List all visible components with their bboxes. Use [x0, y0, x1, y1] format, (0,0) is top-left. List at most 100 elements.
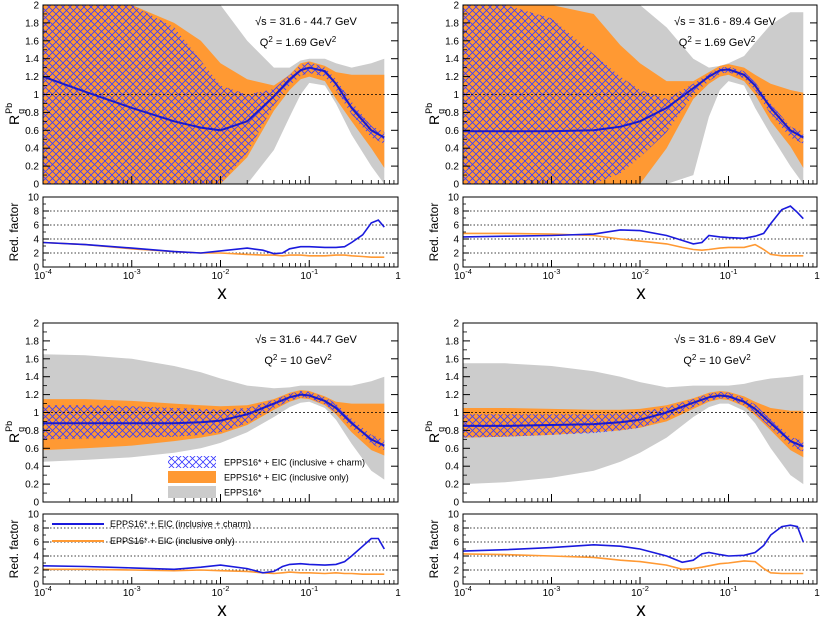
y-axis-title-superscript: Pb: [424, 421, 434, 432]
legend-label-charm: EPPS16* + EIC (inclusive + charm): [110, 519, 251, 529]
central-curve: [43, 393, 385, 447]
x-axis-title: x: [217, 600, 227, 621]
label-sqrt-s: √s = 31.6 - 89.4 GeV: [674, 334, 776, 346]
x-tick-label: 10-1: [720, 584, 738, 599]
q2-unit-exponent: 2: [751, 35, 756, 44]
x-tick-exponent: -1: [311, 267, 318, 276]
x-tick-exponent: -3: [554, 584, 561, 593]
hatched-band: [43, 5, 385, 184]
ratio-y-tick-label: 10: [28, 510, 40, 521]
ratio-y-tick-label: 8: [33, 524, 39, 535]
y-axis-title: RgPb: [4, 421, 26, 443]
y-tick-label: 0.2: [445, 480, 459, 491]
ratio-y-tick-label: 0: [33, 580, 39, 591]
plot-area: [463, 5, 817, 184]
ratio-y-axis-title: Red. factor: [7, 520, 21, 579]
x-tick-label: 1: [814, 271, 820, 282]
q2-value: = 10 GeV: [696, 355, 747, 367]
ratio-y-axis-title: Red. factor: [427, 203, 441, 262]
y-tick-label: 1.8: [25, 18, 39, 29]
q2-exponent: 2: [692, 353, 697, 362]
ratio-y-tick-label: 0: [33, 263, 39, 274]
y-tick-label: 0.6: [25, 126, 39, 137]
x-tick-exponent: -1: [731, 267, 738, 276]
y-tick-label: 0.8: [25, 108, 39, 119]
q2-unit-exponent: 2: [327, 353, 332, 362]
reduction-inclusive-line: [43, 568, 385, 576]
y-tick-label: 0.4: [25, 462, 39, 473]
y-tick-label: 1: [33, 90, 39, 101]
x-tick-exponent: -4: [45, 267, 52, 276]
label-sqrt-s: √s = 31.6 - 44.7 GeV: [255, 16, 357, 28]
y-tick-label: 1.2: [25, 390, 39, 401]
legend-label-hatched: EPPS16* + EIC (inclusive + charm): [224, 458, 365, 468]
hatched-band: [463, 391, 804, 452]
y-tick-label: 1.6: [25, 354, 39, 365]
y-tick-label: 0.2: [25, 162, 39, 173]
ratio-y-tick-label: 4: [33, 552, 39, 563]
y-tick-label: 0.8: [25, 426, 39, 437]
y-tick-label: 0.6: [25, 444, 39, 455]
ratio-y-tick-label: 2: [33, 249, 39, 260]
x-tick-exponent: -2: [223, 584, 230, 593]
legend-upper: EPPS16* + EIC (inclusive + charm) EPPS16…: [168, 456, 365, 498]
ratio-y-tick-label: 10: [448, 510, 460, 521]
legend-swatch-grey: [168, 486, 216, 498]
legend-swatch-orange: [168, 471, 216, 483]
q2-exponent: 2: [268, 35, 273, 44]
y-axis-title-superscript: Pb: [4, 421, 14, 432]
y-tick-label: 0.4: [25, 144, 39, 155]
central-curve: [43, 66, 385, 139]
y-tick-label: 0: [33, 180, 39, 191]
ratio-y-tick-label: 6: [453, 221, 459, 232]
y-tick-label: 1.6: [25, 36, 39, 47]
legend-label-inclusive: EPPS16* + EIC (inclusive only): [110, 536, 235, 546]
label-q2: Q2 = 1.69 GeV2: [260, 35, 337, 49]
y-tick-label: 0.8: [445, 426, 459, 437]
ratio-y-tick-label: 2: [33, 566, 39, 577]
reduction-inclusive-line: [462, 553, 804, 575]
y-axis-title-subscript: g: [16, 427, 26, 432]
y-tick-label: 1.2: [445, 72, 459, 83]
y-tick-label: 2: [453, 319, 459, 330]
x-tick-exponent: -3: [134, 584, 141, 593]
central-curve: [463, 394, 804, 448]
y-axis-title: RgPb: [4, 103, 26, 125]
q2-value: = 1.69 GeV: [273, 37, 333, 49]
x-tick-exponent: -1: [311, 584, 318, 593]
y-tick-label: 1.6: [445, 354, 459, 365]
y-tick-label: 0.2: [445, 162, 459, 173]
ratio-y-tick-label: 10: [28, 193, 40, 204]
y-tick-label: 1.4: [445, 54, 459, 65]
x-tick-label: 1: [395, 588, 401, 599]
ratio-y-tick-label: 4: [33, 235, 39, 246]
ratio-y-axis-title: Red. factor: [427, 520, 441, 579]
ratio-y-axis-title: Red. factor: [7, 203, 21, 262]
y-tick-label: 1.2: [445, 390, 459, 401]
x-tick-exponent: -3: [134, 267, 141, 276]
reduction-charm-line: [42, 537, 385, 574]
y-axis-title-superscript: Pb: [4, 103, 14, 114]
y-tick-label: 2: [33, 1, 39, 12]
x-tick-exponent: -2: [223, 267, 230, 276]
ratio-y-tick-label: 2: [453, 249, 459, 260]
x-axis-title: x: [217, 283, 227, 304]
y-tick-label: 1.8: [445, 336, 459, 347]
y-axis-title-subscript: g: [436, 109, 446, 114]
central-curve: [463, 68, 804, 139]
plot-area: [463, 363, 817, 485]
y-tick-label: 1: [33, 408, 39, 419]
x-tick-exponent: -4: [465, 584, 472, 593]
y-tick-label: 1.4: [25, 54, 39, 65]
x-tick-label: 10-3: [123, 267, 141, 282]
y-tick-label: 1.2: [25, 72, 39, 83]
ratio-y-tick-label: 6: [33, 538, 39, 549]
q2-symbol: Q: [260, 37, 269, 49]
q2-exponent: 2: [273, 353, 278, 362]
reduction-charm-line: [462, 205, 804, 245]
x-axis-title: x: [636, 283, 646, 304]
ratio-y-tick-label: 6: [453, 538, 459, 549]
